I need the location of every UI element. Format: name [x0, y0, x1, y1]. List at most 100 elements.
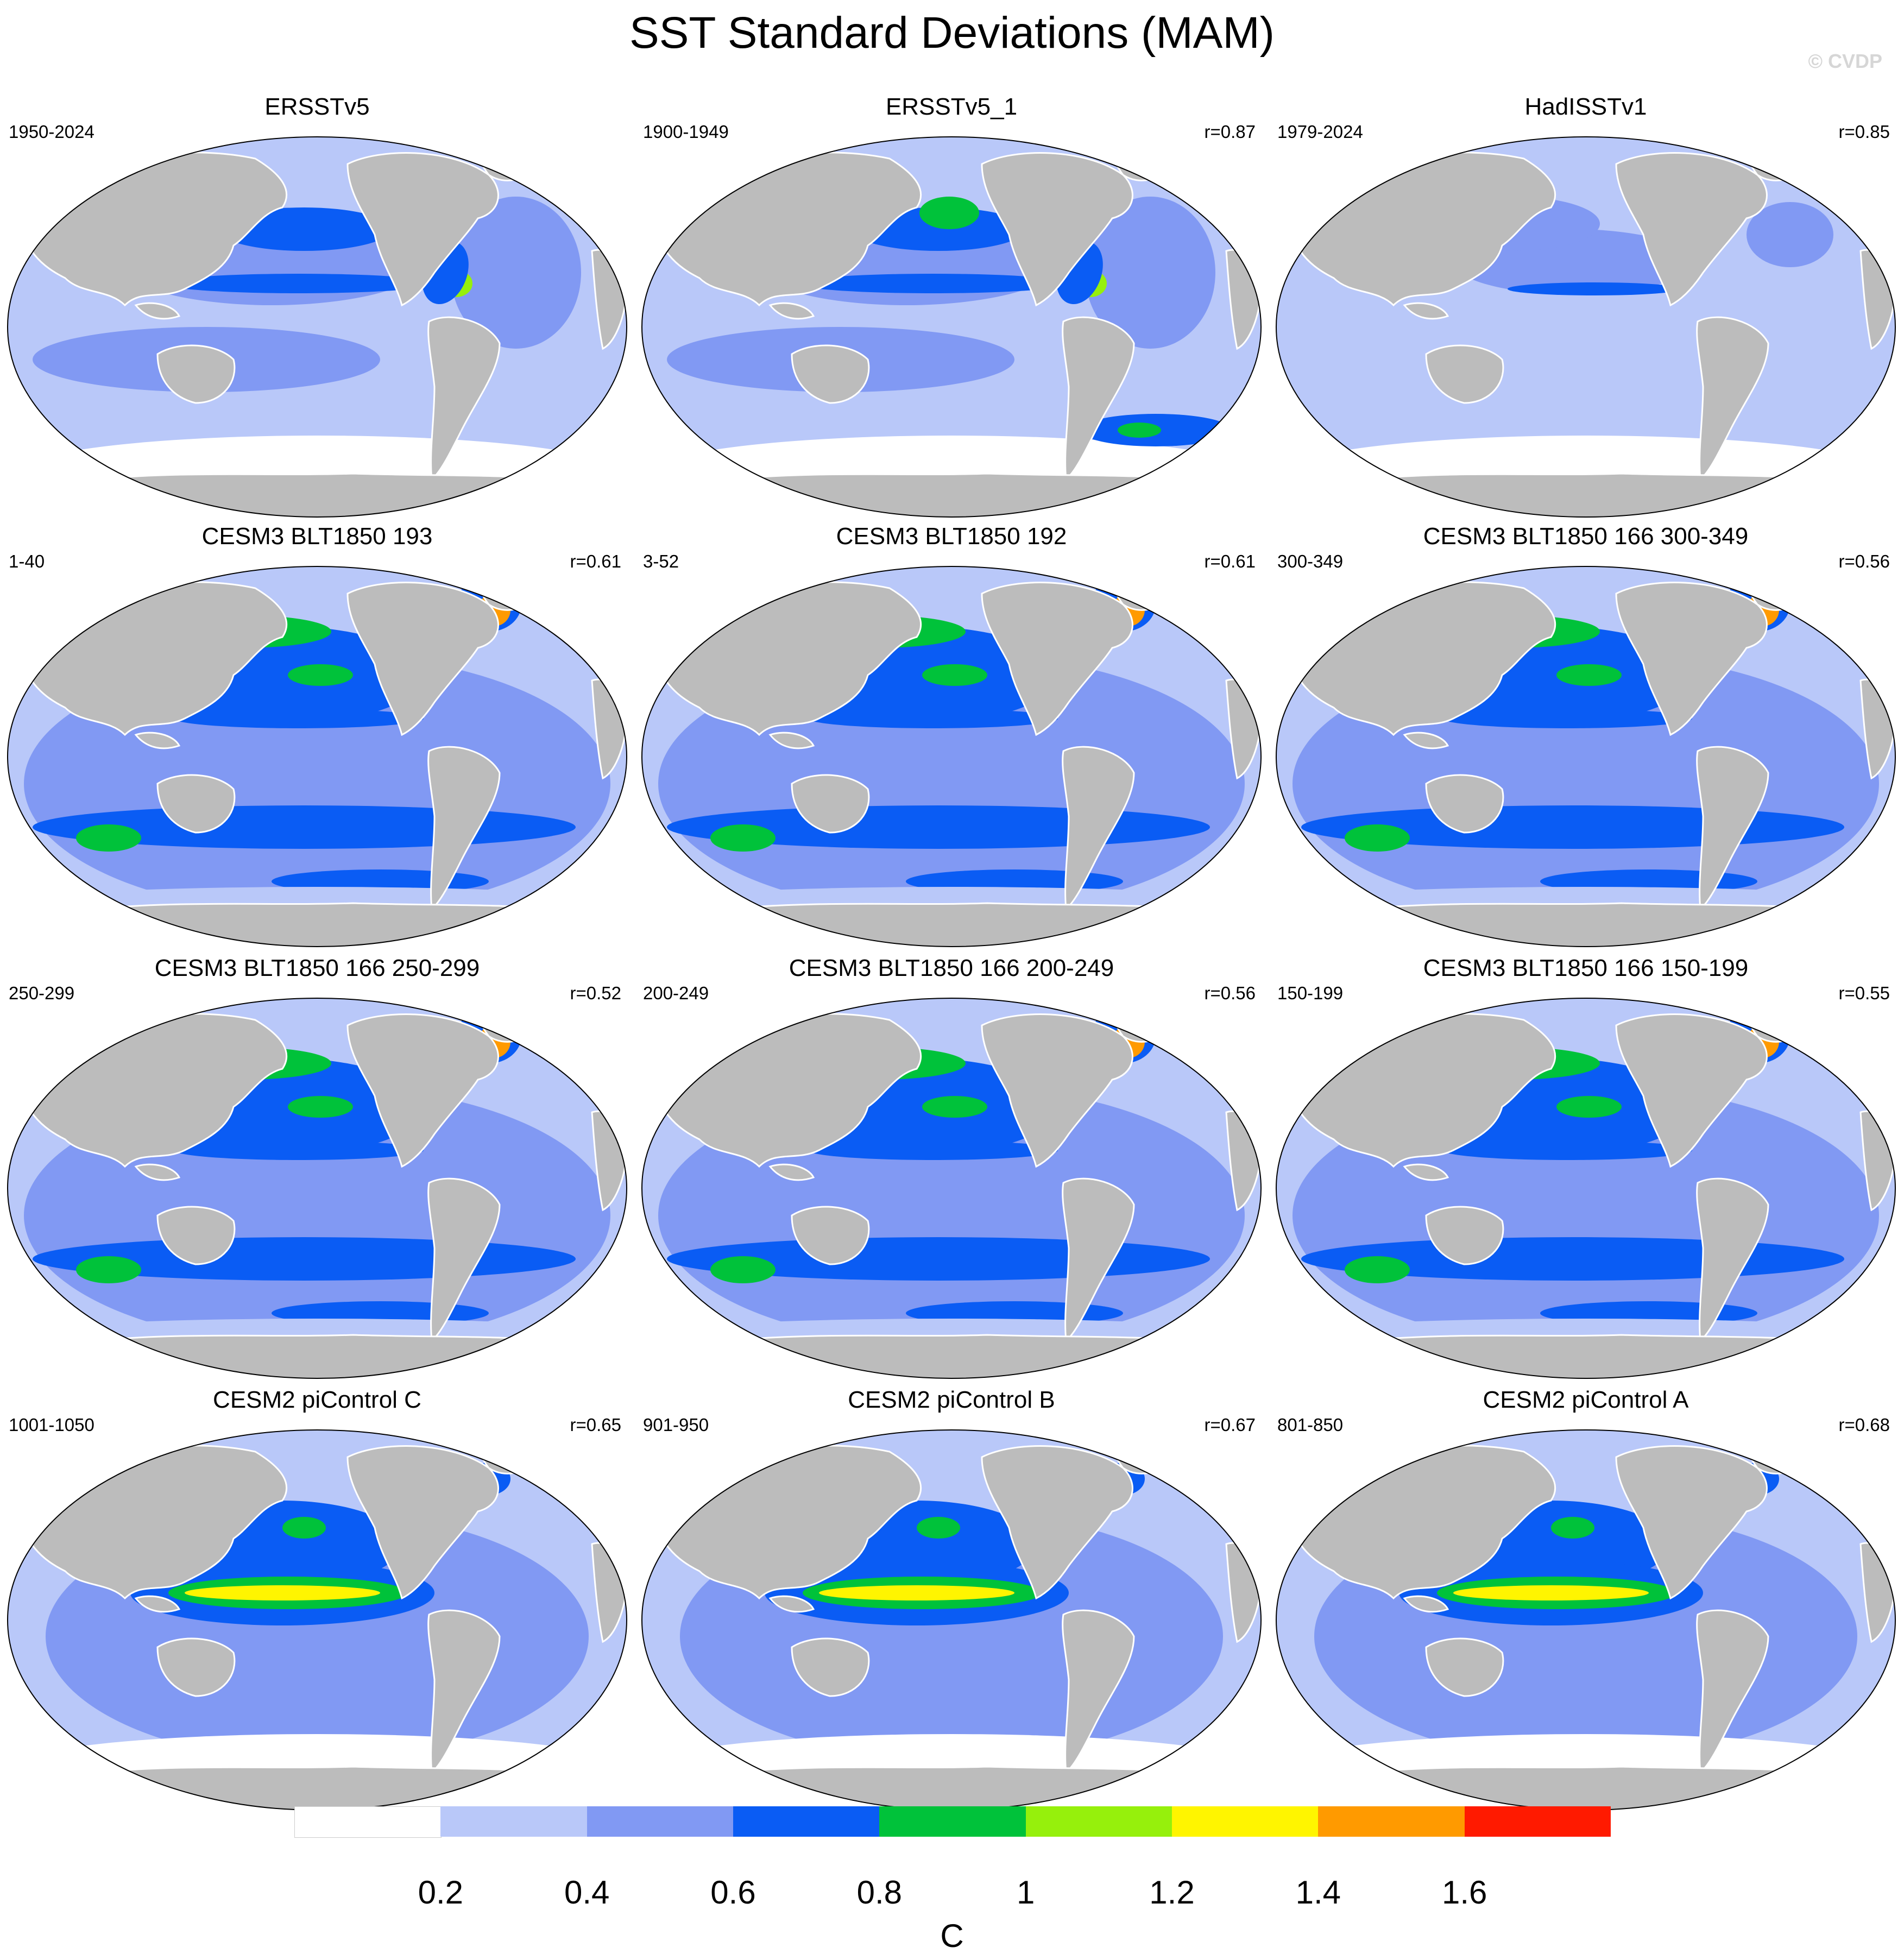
map-panel: CESM3 BLT1850 193 1-40 r=0.61 [0, 523, 634, 953]
panel-title: CESM3 BLT1850 193 [201, 523, 433, 550]
land-mass [1696, 1177, 1769, 1342]
land-mass [156, 344, 236, 404]
panel-title: CESM3 BLT1850 166 300-349 [1423, 523, 1749, 550]
colorbar-swatch [1172, 1806, 1319, 1837]
land-mass [791, 774, 870, 834]
land-mass [1062, 746, 1135, 910]
land-mass [1696, 1609, 1769, 1774]
land-mass [1425, 344, 1504, 404]
land-mass [134, 732, 181, 749]
world-map [641, 1429, 1262, 1811]
world-map [641, 566, 1262, 947]
panel-title: CESM2 piControl C [213, 1387, 421, 1413]
panel-title: CESM3 BLT1850 166 150-199 [1423, 955, 1749, 981]
panel-period: 801-850 [1277, 1415, 1344, 1435]
land-mass [346, 1013, 499, 1168]
map-panel: ERSSTv5 1950-2024 [0, 93, 634, 524]
land-mass [981, 1013, 1133, 1168]
world-map [1276, 136, 1896, 518]
land-mass [981, 582, 1133, 736]
pattern-correlation: r=0.56 [1204, 983, 1256, 1003]
colorbar-swatch [587, 1806, 733, 1837]
land-mass [1403, 1595, 1449, 1613]
world-map [1276, 566, 1896, 947]
panel-period: 300-349 [1277, 551, 1344, 571]
world-map [1276, 998, 1896, 1379]
panel-title: CESM3 BLT1850 192 [836, 523, 1067, 550]
land-mass [1425, 1206, 1504, 1265]
pattern-correlation: r=0.61 [570, 551, 622, 571]
pattern-correlation: r=0.61 [1204, 551, 1256, 571]
land-mass [134, 1163, 181, 1181]
map-panel: HadISSTv1 1979-2024 r=0.85 [1269, 93, 1903, 524]
panel-period: 901-950 [643, 1415, 709, 1435]
panel-period: 150-199 [1277, 983, 1344, 1003]
pattern-correlation: r=0.65 [570, 1415, 622, 1435]
panel-period: 1950-2024 [9, 122, 94, 142]
panel-title: CESM3 BLT1850 166 250-299 [154, 955, 480, 981]
colorbar-swatch [1318, 1806, 1465, 1837]
panel-title: ERSSTv5_1 [885, 93, 1018, 120]
colorbar-swatch [733, 1806, 880, 1837]
land-mass [156, 774, 236, 834]
colorbar-swatch [879, 1806, 1026, 1837]
land-mass [346, 582, 499, 736]
land-mass [768, 732, 815, 749]
land-mass [981, 1445, 1133, 1600]
land-mass [1062, 316, 1135, 481]
colorbar-tick-label: 1 [1016, 1874, 1035, 1911]
land-mass [791, 1206, 870, 1265]
map-panel: CESM3 BLT1850 166 200-249 200-249 r=0.56 [634, 955, 1269, 1385]
pattern-correlation: r=0.68 [1838, 1415, 1890, 1435]
pattern-correlation: r=0.87 [1204, 122, 1256, 142]
land-mass [346, 152, 499, 307]
land-mass [1696, 746, 1769, 910]
world-map [7, 566, 627, 947]
land-mass [1425, 1637, 1504, 1697]
map-panel: CESM2 piControl C 1001-1050 r=0.65 [0, 1387, 634, 1817]
land-mass [1696, 316, 1769, 481]
pattern-correlation: r=0.52 [570, 983, 622, 1003]
colorbar-tick-label: 0.4 [564, 1874, 610, 1911]
land-mass [1615, 152, 1768, 307]
land-mass [1403, 302, 1449, 320]
colorbar [294, 1806, 1611, 1838]
colorbar-swatch [1464, 1806, 1611, 1837]
panel-period: 1-40 [9, 551, 45, 571]
world-map [641, 136, 1262, 518]
land-mass [981, 152, 1133, 307]
watermark: © CVDP [1808, 50, 1882, 72]
panel-period: 1900-1949 [643, 122, 729, 142]
map-panel: CESM3 BLT1850 192 3-52 r=0.61 [634, 523, 1269, 953]
land-mass [768, 1163, 815, 1181]
world-map [7, 998, 627, 1379]
colorbar-swatch [1025, 1806, 1172, 1837]
panel-title: HadISSTv1 [1524, 93, 1647, 120]
pattern-correlation: r=0.67 [1204, 1415, 1256, 1435]
map-panel: CESM2 piControl B 901-950 r=0.67 [634, 1387, 1269, 1817]
land-mass [768, 1595, 815, 1613]
pattern-correlation: r=0.55 [1838, 983, 1890, 1003]
colorbar-tick-label: 1.6 [1441, 1874, 1487, 1911]
land-mass [1425, 774, 1504, 834]
colorbar-tick-label: 0.8 [856, 1874, 903, 1911]
panel-title: CESM3 BLT1850 166 200-249 [789, 955, 1114, 981]
map-panel: CESM3 BLT1850 166 300-349 300-349 r=0.56 [1269, 523, 1903, 953]
land-mass [1403, 1163, 1449, 1181]
map-panel: ERSSTv5_1 1900-1949 r=0.87 [634, 93, 1269, 524]
colorbar-tick-label: 1.2 [1149, 1874, 1195, 1911]
panel-period: 1001-1050 [9, 1415, 94, 1435]
land-mass [427, 316, 501, 481]
panel-title: ERSSTv5 [264, 93, 370, 120]
pattern-correlation: r=0.56 [1838, 551, 1890, 571]
land-mass [156, 1206, 236, 1265]
land-mass [1062, 1177, 1135, 1342]
panel-period: 250-299 [9, 983, 75, 1003]
colorbar-unit: C [940, 1918, 964, 1954]
land-mass [134, 302, 181, 320]
land-mass [791, 1637, 870, 1697]
land-mass [134, 1595, 181, 1613]
colorbar-tick-label: 0.6 [710, 1874, 756, 1911]
land-mass [1062, 1609, 1135, 1774]
map-panel: CESM3 BLT1850 166 150-199 150-199 r=0.55 [1269, 955, 1903, 1385]
